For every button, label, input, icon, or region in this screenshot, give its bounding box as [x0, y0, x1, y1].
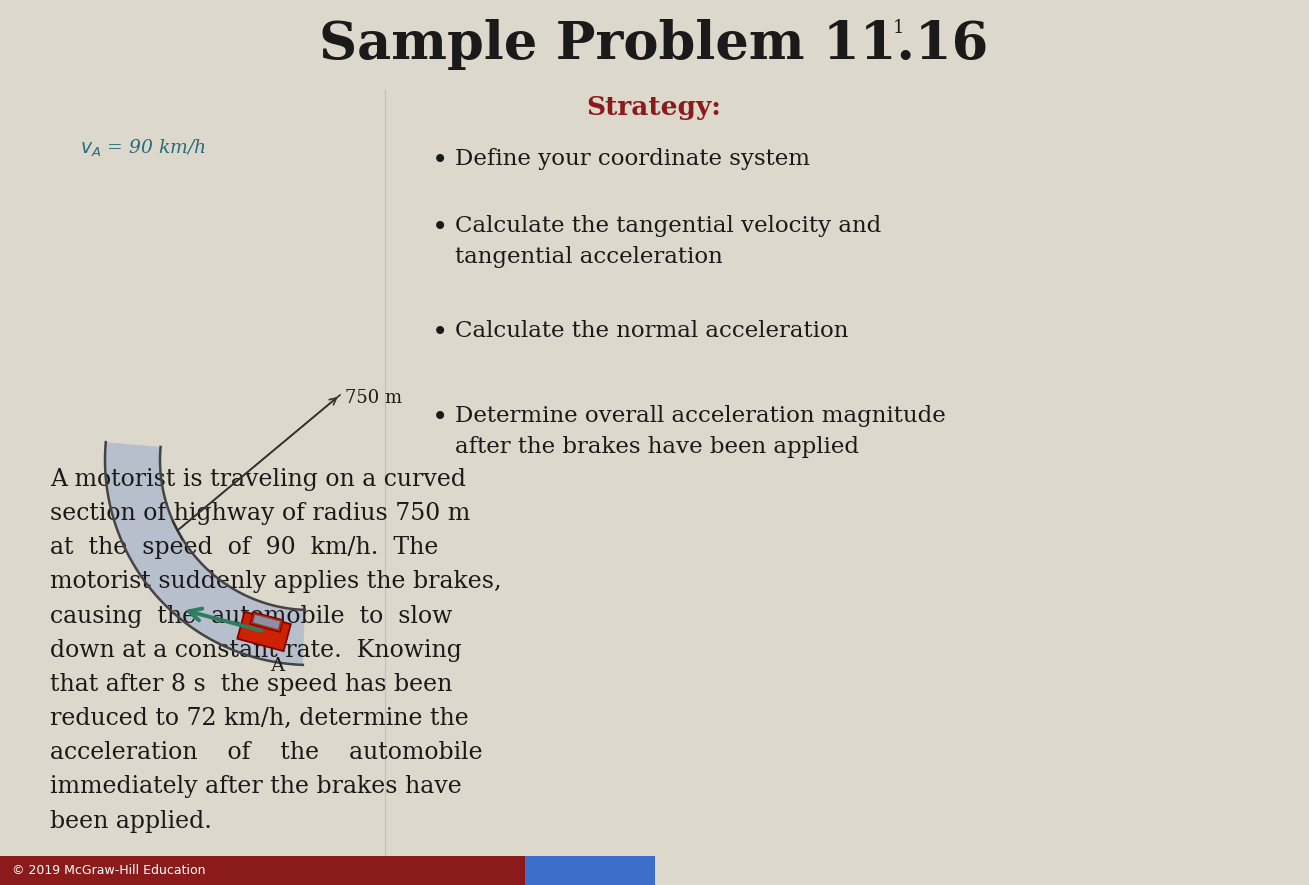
Text: •: •: [432, 405, 448, 432]
Text: A motorist is traveling on a curved
section of highway of radius 750 m
at  the  : A motorist is traveling on a curved sect…: [50, 468, 501, 833]
Text: Calculate the tangential velocity and
tangential acceleration: Calculate the tangential velocity and ta…: [456, 215, 881, 267]
Text: •: •: [432, 148, 448, 175]
Text: 750 m: 750 m: [346, 389, 402, 407]
Bar: [0, 856, 569, 885]
Text: •: •: [432, 320, 448, 347]
Bar: [525, 856, 654, 885]
Text: •: •: [432, 215, 448, 242]
Text: Calculate the normal acceleration: Calculate the normal acceleration: [456, 320, 848, 342]
Text: $v_A$ = 90 km/h: $v_A$ = 90 km/h: [80, 137, 206, 158]
Text: Strategy:: Strategy:: [586, 95, 721, 120]
Polygon shape: [250, 612, 283, 632]
Text: Define your coordinate system: Define your coordinate system: [456, 148, 810, 170]
Text: Determine overall acceleration magnitude
after the brakes have been applied: Determine overall acceleration magnitude…: [456, 405, 945, 458]
Text: © 2019 McGraw-Hill Education: © 2019 McGraw-Hill Education: [12, 865, 206, 878]
Text: A: A: [270, 657, 284, 675]
Polygon shape: [237, 612, 291, 651]
Polygon shape: [253, 614, 280, 629]
Polygon shape: [105, 442, 305, 665]
Text: Sample Problem 11.16: Sample Problem 11.16: [319, 19, 988, 71]
Text: 1: 1: [893, 19, 905, 37]
